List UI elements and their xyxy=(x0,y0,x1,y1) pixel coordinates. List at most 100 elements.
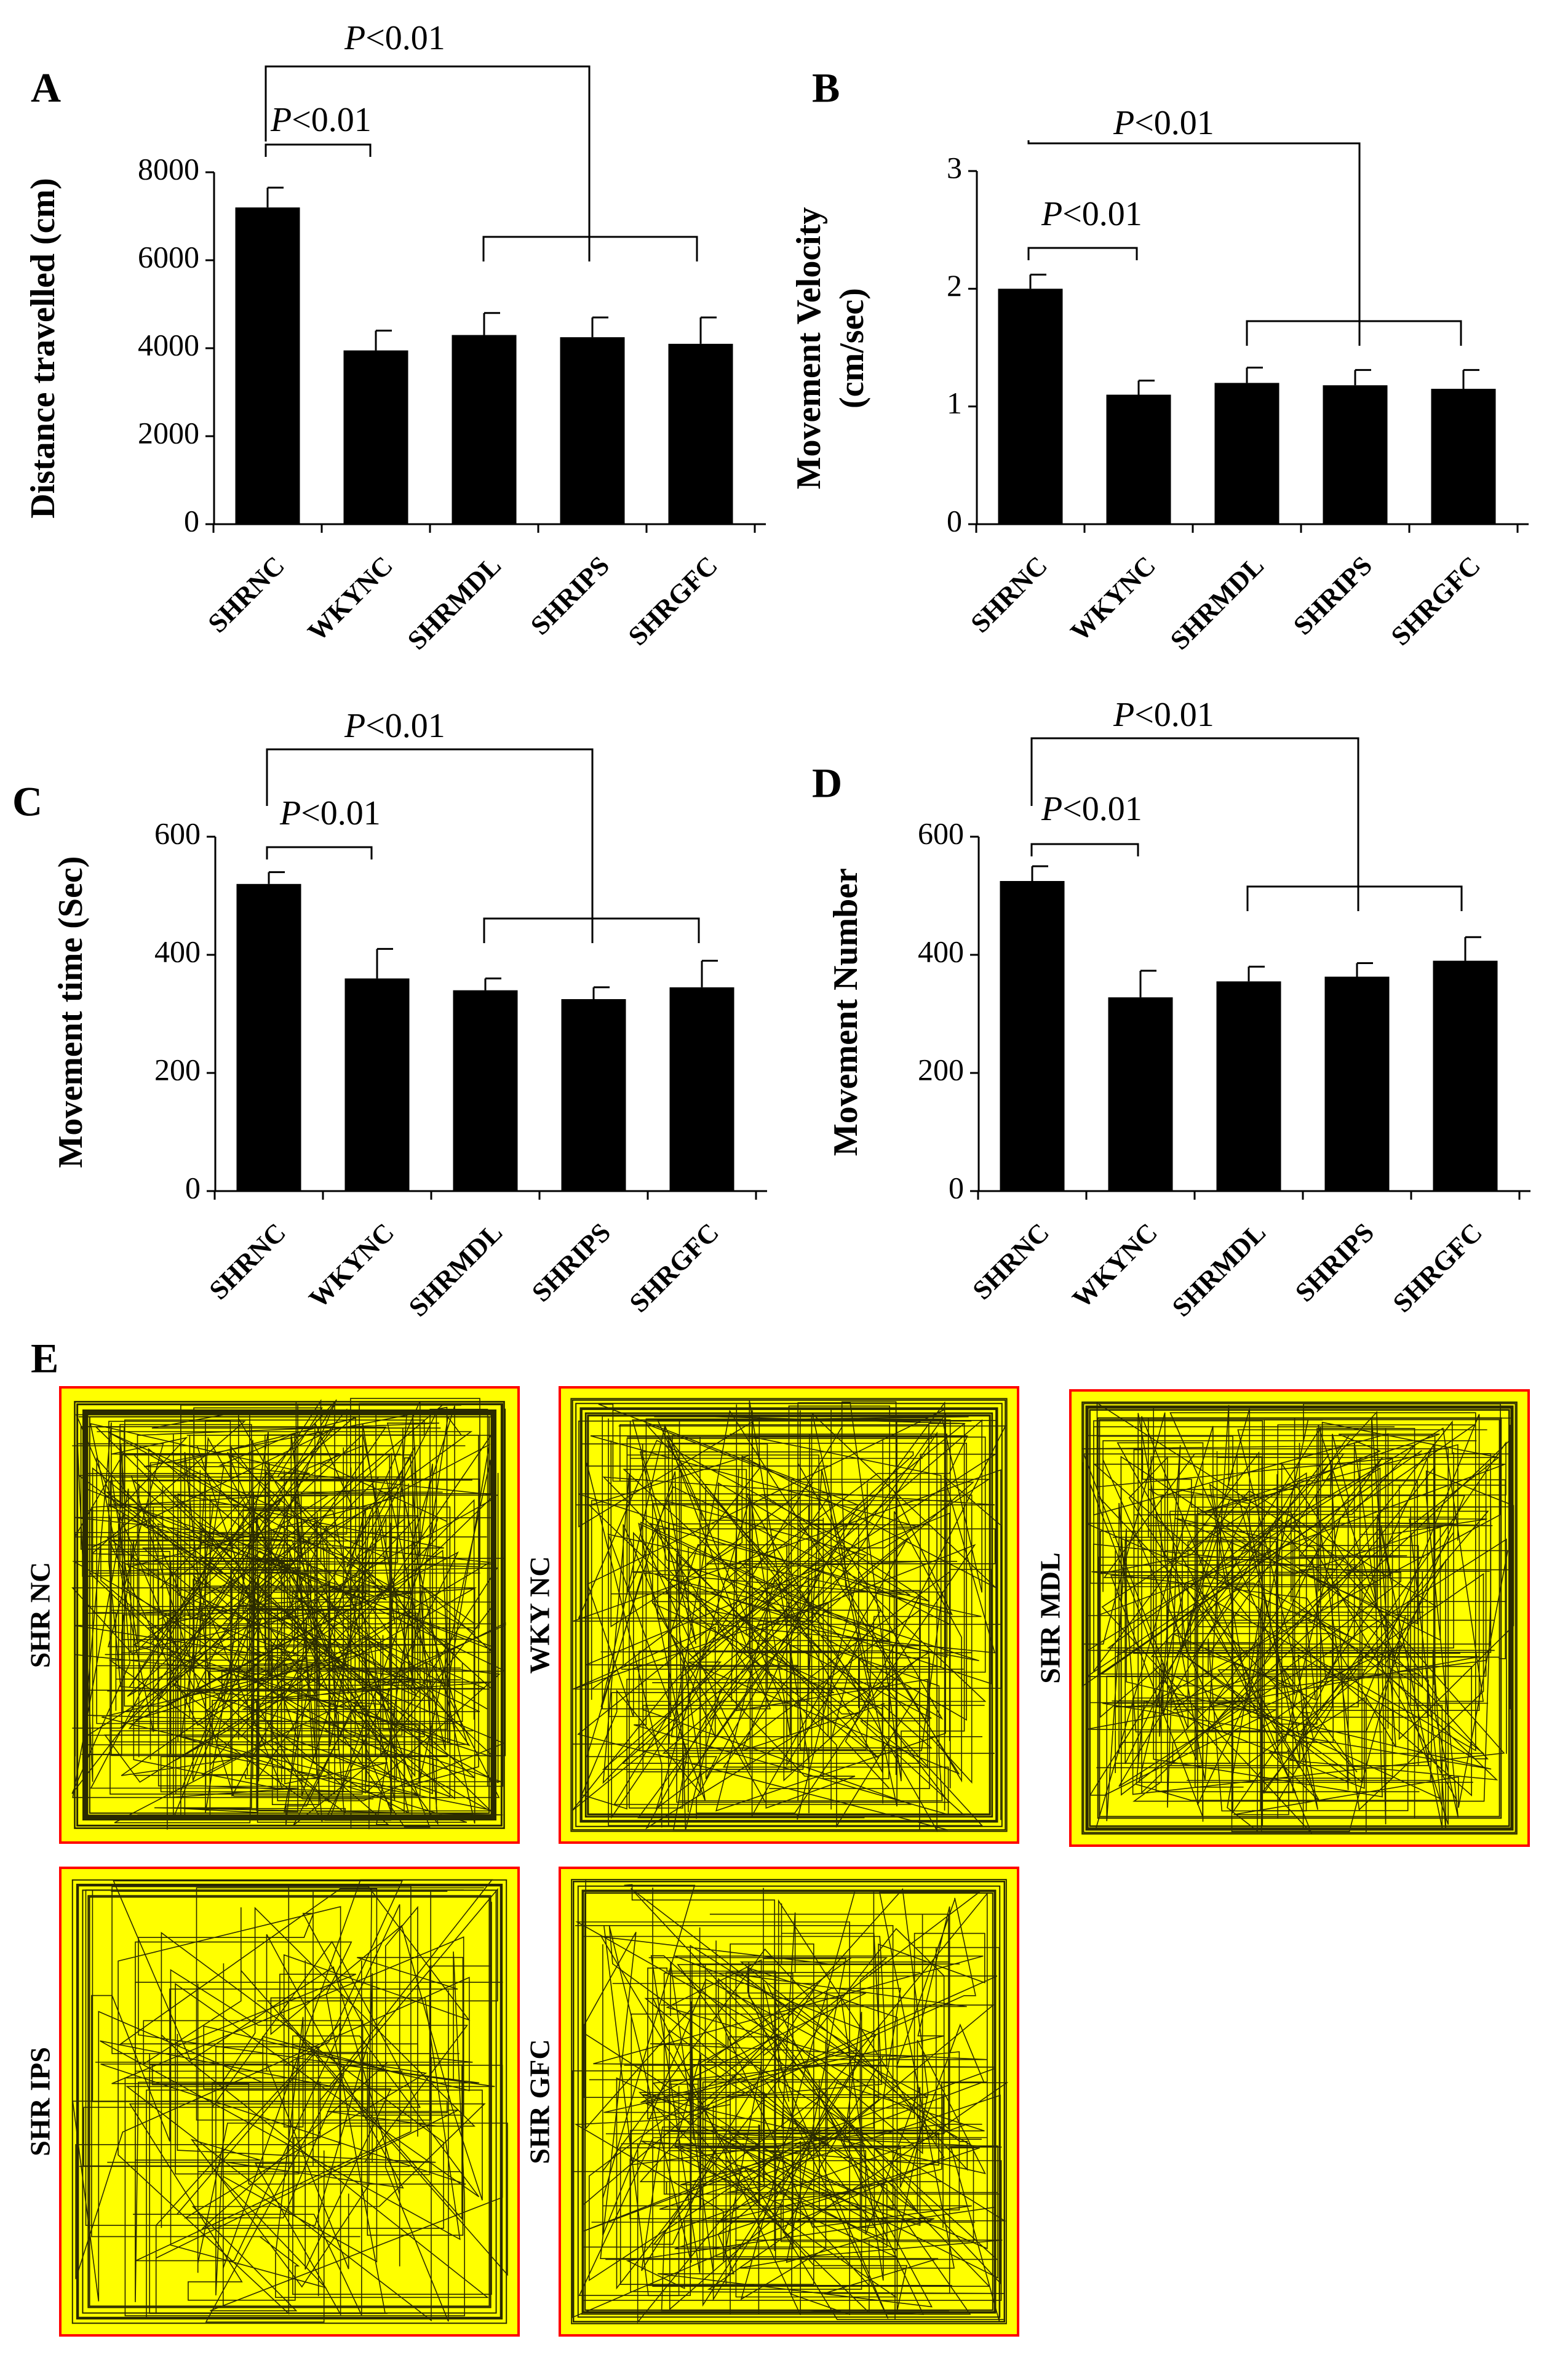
significance-p: P xyxy=(1113,104,1134,142)
significance-bracket xyxy=(266,748,594,943)
bar xyxy=(452,335,517,524)
significance-p: P xyxy=(270,101,292,139)
significance-bracket xyxy=(265,143,372,157)
y-tick-label: 4000 xyxy=(138,327,199,362)
panel-letter: B xyxy=(812,65,840,111)
significance-value: <0.01 xyxy=(1134,696,1214,734)
significance-label: P<0.01 xyxy=(1113,696,1214,734)
x-tick-label: SHRGFC xyxy=(1385,550,1486,651)
y-tick-label: 600 xyxy=(154,816,201,850)
movement-trace xyxy=(571,1400,1006,1833)
x-tick-label: SHRIPS xyxy=(1289,1217,1380,1307)
significance-bracket xyxy=(482,236,698,261)
bar xyxy=(1000,881,1065,1191)
significance-bracket xyxy=(1030,737,1359,911)
bar xyxy=(1108,997,1173,1191)
y-tick-label: 0 xyxy=(185,1170,201,1205)
y-axis-label: Movement Number xyxy=(827,868,865,1156)
significance-bracket xyxy=(265,65,591,261)
bar xyxy=(560,337,625,524)
significance-p: P xyxy=(1113,696,1134,734)
x-tick-label: SHRNC xyxy=(204,1217,292,1306)
chart-panel-d: D Movement Number 0 200 400 600 SHRNC WKYNC SHRM… xyxy=(812,696,1530,1323)
bar xyxy=(1433,960,1498,1191)
movement-trace-perimeter xyxy=(71,1879,507,2324)
y-axis-label: (cm/sec) xyxy=(833,288,871,409)
chart-panel-a: A Distance travelled (cm) 0 2000 4000 6000 800… xyxy=(24,19,766,656)
movement-trace xyxy=(572,1880,1009,2324)
track-label: SHR GFC xyxy=(524,2039,555,2164)
significance-p: P xyxy=(344,19,365,57)
y-axis-label: Distance travelled (cm) xyxy=(24,178,62,519)
movement-trace-perimeter xyxy=(1081,1401,1518,1835)
x-tick-label: SHRIPS xyxy=(526,1217,616,1307)
significance-label: P<0.01 xyxy=(1041,790,1142,828)
y-axis-label: Movement Velocity xyxy=(790,207,828,490)
significance-p: P xyxy=(344,707,365,745)
bar xyxy=(343,350,408,524)
tracking-panels: E SHR NC WKY NC SHR MDL SHR IPS SHR GFC xyxy=(25,1335,1530,2337)
x-tick-label: SHRMDL xyxy=(403,1217,508,1322)
tracking-panel: WKY NC xyxy=(524,1386,1019,1844)
panel-letter: C xyxy=(12,778,42,825)
significance-value: <0.01 xyxy=(365,19,445,57)
y-tick-label: 2 xyxy=(947,268,962,303)
bar xyxy=(1214,383,1279,524)
bar xyxy=(1216,981,1281,1191)
significance-value: <0.01 xyxy=(292,101,372,139)
x-tick-label: WKYNC xyxy=(303,1217,400,1314)
bar xyxy=(344,978,410,1191)
track-label: WKY NC xyxy=(524,1556,555,1673)
bar xyxy=(669,987,734,1191)
significance-p: P xyxy=(279,794,301,832)
y-tick-label: 0 xyxy=(949,1170,964,1205)
significance-label: P<0.01 xyxy=(344,19,445,57)
y-tick-label: 3 xyxy=(947,150,962,185)
x-tick-label: SHRGFC xyxy=(1387,1217,1488,1318)
significance-value: <0.01 xyxy=(1134,104,1214,142)
movement-trace xyxy=(1081,1402,1514,1834)
significance-bracket xyxy=(1246,320,1462,346)
panel-letter: D xyxy=(812,760,842,807)
bar xyxy=(235,207,300,524)
significance-label: P<0.01 xyxy=(270,101,372,139)
significance-bracket xyxy=(266,846,373,859)
significance-label: P<0.01 xyxy=(344,707,445,745)
bar xyxy=(561,999,626,1191)
bar xyxy=(668,343,733,524)
bar xyxy=(236,883,301,1191)
significance-label: P<0.01 xyxy=(1113,104,1214,142)
panel-letter: A xyxy=(31,65,61,111)
x-tick-label: SHRIPS xyxy=(1287,550,1378,640)
y-tick-label: 0 xyxy=(184,503,199,538)
significance-value: <0.01 xyxy=(1062,790,1142,828)
bar xyxy=(1323,385,1388,524)
bar xyxy=(998,289,1063,524)
y-tick-label: 8000 xyxy=(138,151,199,186)
significance-bracket xyxy=(1246,885,1463,911)
y-tick-label: 200 xyxy=(154,1052,201,1086)
x-tick-label: SHRGFC xyxy=(623,550,723,651)
x-tick-label: SHRNC xyxy=(202,550,291,639)
bar xyxy=(1324,976,1390,1191)
tracking-panel: SHR MDL xyxy=(1035,1389,1530,1847)
significance-label: P<0.01 xyxy=(279,794,381,832)
tracking-panel: SHR IPS xyxy=(25,1867,520,2337)
significance-p: P xyxy=(1041,790,1062,828)
movement-trace-perimeter xyxy=(571,1879,1007,2324)
x-tick-label: SHRNC xyxy=(967,1217,1056,1306)
y-tick-label: 6000 xyxy=(138,239,199,274)
y-tick-label: 0 xyxy=(947,503,962,538)
x-tick-label: WKYNC xyxy=(1065,550,1161,647)
track-label: SHR NC xyxy=(25,1562,56,1668)
track-label: SHR MDL xyxy=(1035,1552,1066,1683)
bar xyxy=(453,990,518,1191)
x-tick-label: WKYNC xyxy=(302,550,399,647)
x-tick-label: SHRMDL xyxy=(402,550,507,655)
x-tick-label: SHRNC xyxy=(965,550,1054,639)
significance-value: <0.01 xyxy=(301,794,381,832)
tracking-panel: SHR NC xyxy=(25,1386,520,1844)
tracking-panel: SHR GFC xyxy=(524,1867,1019,2337)
